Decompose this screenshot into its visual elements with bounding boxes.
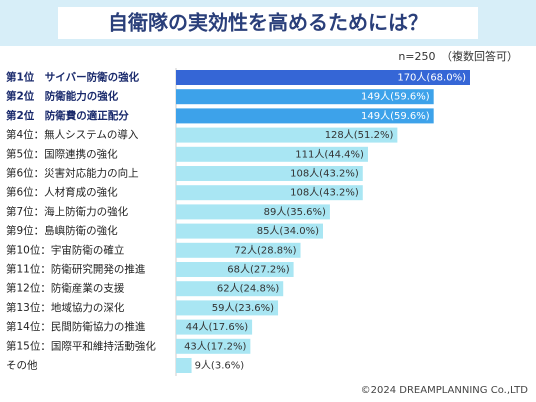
chart-title: 自衛隊の実効性を高めるためには？ bbox=[108, 11, 428, 35]
bar bbox=[176, 262, 294, 277]
value-label: 68人(27.2%) bbox=[227, 264, 289, 276]
bar bbox=[176, 223, 323, 239]
bar bbox=[176, 242, 301, 258]
bar bbox=[176, 300, 279, 316]
title-box bbox=[58, 7, 478, 39]
category-label: 第9位：島嶼防衛の強化 bbox=[6, 224, 118, 237]
value-label: 108人(43.2%) bbox=[290, 168, 359, 180]
value-label: 72人(28.8%) bbox=[234, 244, 296, 256]
value-label: 59人(23.6%) bbox=[212, 302, 274, 314]
category-label: 第7位：海上防衛力の強化 bbox=[6, 205, 129, 218]
category-label: 第11位：防衛研究開発の推進 bbox=[6, 263, 146, 276]
category-label: 第2位 防衛能力の強化 bbox=[6, 90, 119, 103]
value-label: 111人(44.4%) bbox=[295, 148, 364, 160]
category-label: 第13位：地域協力の深化 bbox=[6, 301, 125, 314]
bar bbox=[176, 146, 368, 162]
bar bbox=[176, 127, 398, 143]
category-label: その他 bbox=[6, 359, 38, 372]
value-label: 9人(3.6%) bbox=[195, 360, 245, 372]
value-label: 62人(24.8%) bbox=[217, 283, 279, 295]
note: n=250 （複数回答可） bbox=[398, 49, 518, 63]
category-label: 第4位：無人システムの導入 bbox=[6, 128, 139, 141]
bar bbox=[176, 281, 284, 297]
value-label: 149人(59.6%) bbox=[361, 91, 430, 103]
bar bbox=[176, 89, 434, 105]
value-label: 89人(35.6%) bbox=[264, 206, 326, 218]
category-label: 第2位 防衛費の適正配分 bbox=[6, 109, 129, 122]
bar bbox=[176, 166, 363, 181]
value-label: 44人(17.6%) bbox=[186, 321, 248, 333]
category-label: 第12位：防衛産業の支援 bbox=[6, 282, 125, 295]
value-label: 43人(17.2%) bbox=[184, 340, 246, 352]
bar bbox=[176, 204, 330, 220]
value-label: 108人(43.2%) bbox=[290, 187, 359, 199]
category-label: 第6位：災害対応能力の向上 bbox=[6, 167, 139, 180]
credit: ©2024 DREAMPLANNING Co.,LTD bbox=[361, 385, 529, 396]
bar bbox=[176, 185, 363, 201]
bar bbox=[176, 358, 192, 373]
bar bbox=[176, 319, 253, 335]
value-label: 128人(51.2%) bbox=[325, 129, 394, 141]
bar bbox=[176, 108, 434, 124]
bar bbox=[176, 70, 470, 85]
value-label: 85人(34.0%) bbox=[257, 225, 319, 237]
bar bbox=[176, 338, 251, 354]
category-label: 第10位：宇宙防衛の確立 bbox=[6, 243, 124, 256]
category-label: 第1位 サイバー防衛の強化 bbox=[6, 71, 140, 84]
value-label: 149人(59.6%) bbox=[361, 110, 430, 122]
category-label: 第15位：国際平和維持活動強化 bbox=[6, 339, 156, 352]
category-label: 第5位：国際連携の強化 bbox=[6, 147, 118, 160]
value-label: 170人(68.0%) bbox=[397, 72, 466, 84]
category-label: 第14位：民間防衛協力の推進 bbox=[6, 320, 146, 333]
category-label: 第6位：人材育成の強化 bbox=[6, 186, 118, 199]
